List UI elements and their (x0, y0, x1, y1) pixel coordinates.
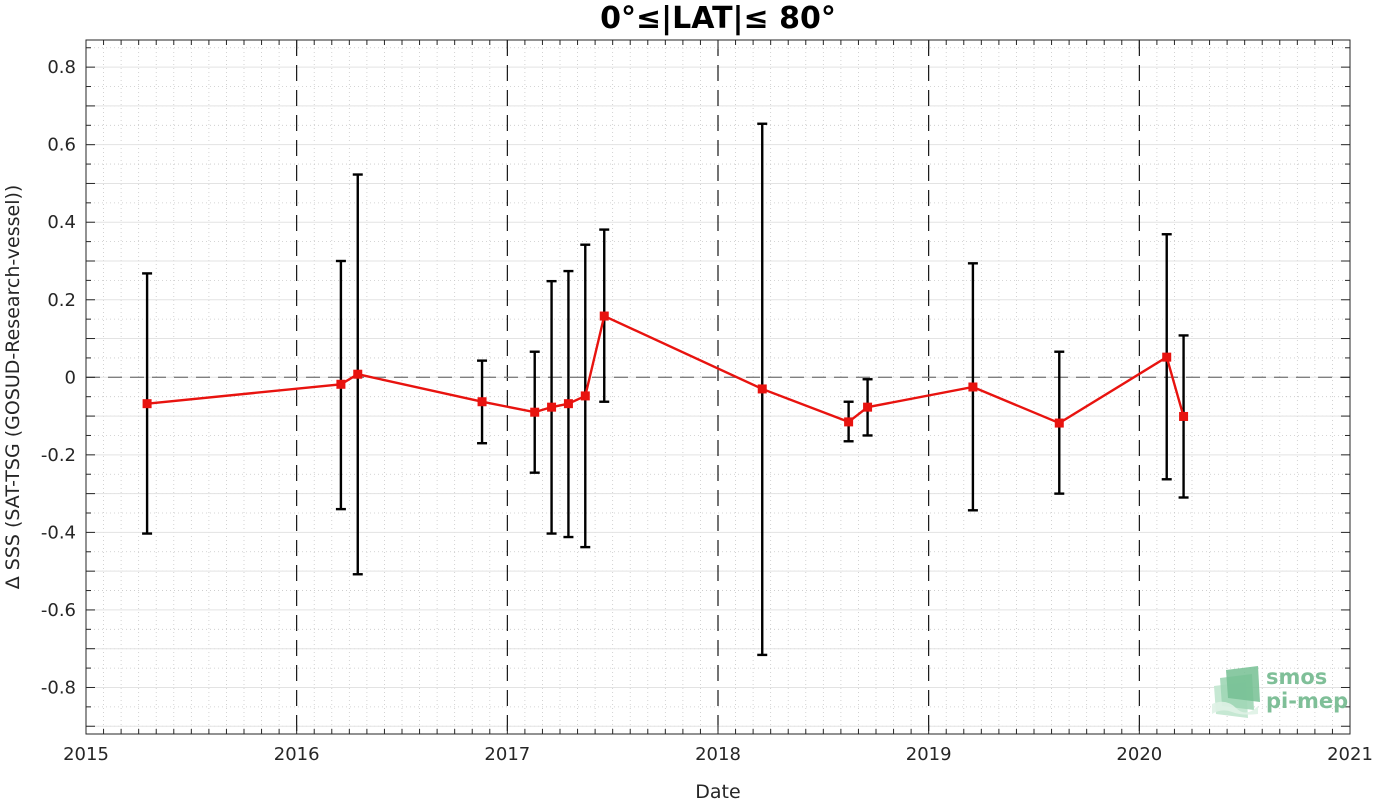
x-tick-label: 2017 (484, 744, 530, 765)
y-tick-label: -0.8 (41, 677, 76, 698)
x-tick-label: 2021 (1327, 744, 1373, 765)
logo-line1: smos (1266, 665, 1327, 689)
x-tick-label: 2018 (695, 744, 741, 765)
data-point (863, 402, 873, 412)
series-markers (142, 311, 1189, 428)
year-separators (296, 40, 1140, 734)
data-point (1162, 352, 1172, 362)
data-point (547, 402, 557, 412)
y-tick-label: 0.4 (47, 212, 76, 233)
y-tick-label: -0.4 (41, 522, 76, 543)
y-axis-label: Δ SSS (SAT-TSG (GOSUD-Research-vessel)) (2, 185, 24, 590)
data-point (968, 382, 978, 392)
data-point (844, 417, 854, 427)
x-tick-label: 2019 (906, 744, 952, 765)
data-point (336, 379, 346, 389)
x-axis-label: Date (695, 781, 740, 801)
smos-pi-mep-logo: smos pi-mep (1212, 665, 1348, 718)
series-line (146, 314, 1185, 425)
x-tick-labels: 2015 2016 2017 2018 2019 2020 2021 (63, 744, 1373, 765)
data-point (477, 397, 487, 407)
data-point (580, 391, 590, 401)
y-tick-label: 0 (65, 367, 76, 388)
y-tick-labels: 0.8 0.6 0.4 0.2 0 -0.2 -0.4 -0.6 -0.8 (41, 57, 76, 698)
logo-mark-icon (1212, 666, 1260, 718)
logo-line2: pi-mep (1266, 689, 1348, 713)
data-point (563, 399, 573, 409)
data-point (1179, 411, 1189, 421)
data-point (353, 369, 363, 379)
y-tick-label: -0.6 (41, 600, 76, 621)
y-tick-label: 0.6 (47, 135, 76, 156)
data-point (530, 407, 540, 417)
data-point (142, 399, 152, 409)
axis-ticks (85, 40, 1351, 734)
chart-title: 0°≤|LAT|≤ 80° (600, 1, 836, 36)
x-tick-label: 2015 (63, 744, 109, 765)
x-tick-label: 2016 (274, 744, 320, 765)
data-point (757, 384, 767, 394)
y-tick-label: 0.2 (47, 290, 76, 311)
data-point (1054, 418, 1064, 428)
data-point (599, 311, 609, 321)
y-tick-label: 0.8 (47, 57, 76, 78)
x-tick-label: 2020 (1116, 744, 1162, 765)
y-tick-label: -0.2 (41, 445, 76, 466)
